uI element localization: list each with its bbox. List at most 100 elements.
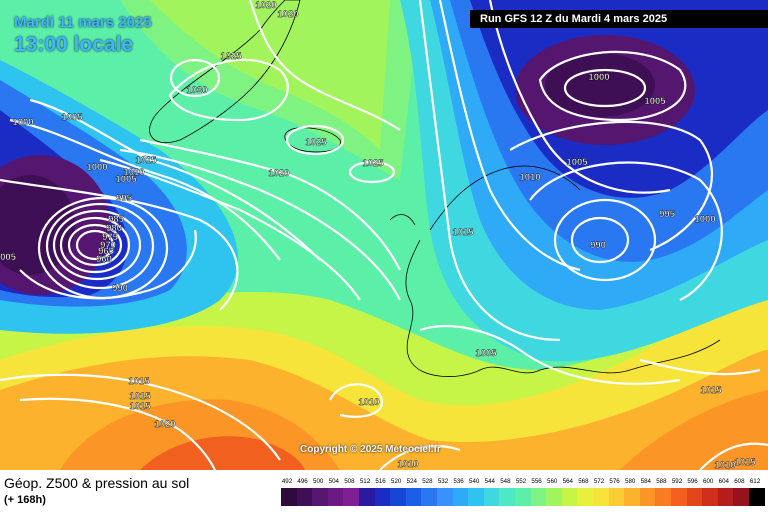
isobar-label: 1025 xyxy=(220,51,242,62)
scale-swatch xyxy=(577,488,594,506)
scale-label: 580 xyxy=(625,478,636,485)
isobar-label: 1030 xyxy=(186,85,207,96)
isobar-low-1 xyxy=(75,229,115,261)
isobar-label: 975 xyxy=(102,232,119,243)
scale-swatch xyxy=(593,488,610,506)
isobar-label: 1010 xyxy=(397,459,418,470)
isobar-label: 1010 xyxy=(358,397,379,408)
scale-swatch xyxy=(343,488,360,506)
scale-swatch xyxy=(281,488,298,506)
isobar-1025-iceland xyxy=(285,124,345,156)
isobar-label: 985 xyxy=(108,214,125,225)
scale-label: 520 xyxy=(391,478,402,485)
isobar-label: 1005 xyxy=(566,157,588,168)
isobar-995-poland xyxy=(553,198,657,282)
isobar-990-sw xyxy=(19,229,197,300)
cold-core-west-inner xyxy=(0,175,75,275)
isobars xyxy=(0,0,768,470)
cold-core-east-inner xyxy=(545,53,655,117)
scale-label: 612 xyxy=(749,478,761,485)
isobar-1015-uk xyxy=(418,0,561,342)
scale-swatch xyxy=(312,488,329,506)
scale-label: 604 xyxy=(718,478,729,485)
isobar-label: 1005 xyxy=(644,96,666,107)
isobar-label: 1010 xyxy=(714,460,735,470)
scale-label: 524 xyxy=(406,478,417,485)
isobar-1015-azores xyxy=(0,373,281,461)
ridge-yellowgreen xyxy=(150,0,390,150)
isobar-label: 1020 xyxy=(154,419,175,430)
scale-label: 492 xyxy=(281,478,293,485)
isobar-1005-alps xyxy=(419,324,681,385)
forecast-date: Mardi 11 mars 2025 xyxy=(14,14,152,31)
isobar-label: 1020 xyxy=(255,0,276,11)
isobar-label: 1000 xyxy=(588,72,609,83)
scale-label: 548 xyxy=(500,478,511,485)
isobar-label: 005 xyxy=(0,252,17,263)
scale-label: 552 xyxy=(515,478,527,485)
scale-swatch xyxy=(702,488,719,506)
isobar-label: 960 xyxy=(96,254,112,265)
isobar-label: 1005 xyxy=(61,112,83,123)
isobar-1005-ne xyxy=(488,0,671,194)
scale-label: 588 xyxy=(656,478,667,485)
scale-swatch xyxy=(608,488,625,506)
isobar-1025-natl xyxy=(348,160,396,184)
isobar-low-4 xyxy=(52,209,142,281)
scale-swatch xyxy=(483,488,500,506)
isobar-1015-egypt xyxy=(699,442,768,470)
isobar-label: 980 xyxy=(106,223,122,234)
isobar-1020-mid xyxy=(139,138,401,271)
scale-swatch xyxy=(530,488,547,506)
scale-label: 500 xyxy=(313,478,324,485)
forecast-time: 13:00 locale xyxy=(14,33,134,56)
scale-label: 536 xyxy=(453,478,464,485)
isobar-label: 1025 xyxy=(305,137,327,148)
scale-label: 584 xyxy=(640,478,651,485)
scale-swatch xyxy=(639,488,656,506)
isobar-label: 1010 xyxy=(519,172,540,183)
scale-label: 568 xyxy=(578,478,589,485)
scale-swatch xyxy=(390,488,407,506)
scale-swatch xyxy=(437,488,454,506)
scale-swatch xyxy=(452,488,469,506)
color-scale: 492 496 500 504 508 512 516 520 524 528 532 536 540 5… xyxy=(281,478,768,508)
isobar-1000-labrador xyxy=(9,118,281,261)
scale-label: 564 xyxy=(562,478,573,485)
isobar-label: 1015 xyxy=(700,385,722,396)
isobar-label: 1005 xyxy=(475,348,497,359)
scale-label: 600 xyxy=(703,478,714,485)
isobar-label: 990 xyxy=(590,240,606,251)
scale-label: 560 xyxy=(547,478,558,485)
model-run-label: Run GFS 12 Z du Mardi 4 mars 2025 xyxy=(470,10,768,28)
isobar-label: 970 xyxy=(100,240,116,251)
scale-swatch xyxy=(499,488,516,506)
scale-swatch xyxy=(296,488,313,506)
scale-swatch xyxy=(655,488,672,506)
scale-label: 540 xyxy=(469,478,480,485)
isobar-label: 995 xyxy=(116,193,133,204)
isobar-1030-greenland xyxy=(169,58,221,98)
scale-label: 572 xyxy=(593,478,605,485)
isobar-label: 1020 xyxy=(277,9,298,20)
scale-swatch xyxy=(421,488,438,506)
isobar-label: 1015 xyxy=(129,401,151,412)
scale-swatch xyxy=(515,488,532,506)
isobar-1010-davis xyxy=(99,158,361,301)
isobar-label: 1015 xyxy=(128,376,150,387)
scale-swatch xyxy=(624,488,641,506)
europe-coast xyxy=(284,127,721,377)
scale-label: 592 xyxy=(671,478,683,485)
isobar-1010-uk xyxy=(438,0,581,272)
isobar-1015-turkey xyxy=(639,358,761,376)
scale-swatch xyxy=(405,488,422,506)
scale-label: 576 xyxy=(609,478,620,485)
isobar-label: 1015 xyxy=(452,227,474,238)
scale-swatch xyxy=(359,488,376,506)
legend-footer: Géop. Z500 & pression au sol (+ 168h) 49… xyxy=(0,470,768,512)
isobar-1010-iberia xyxy=(329,383,384,418)
isobar-1020-canaries xyxy=(19,397,216,470)
scale-label: 516 xyxy=(375,478,386,485)
